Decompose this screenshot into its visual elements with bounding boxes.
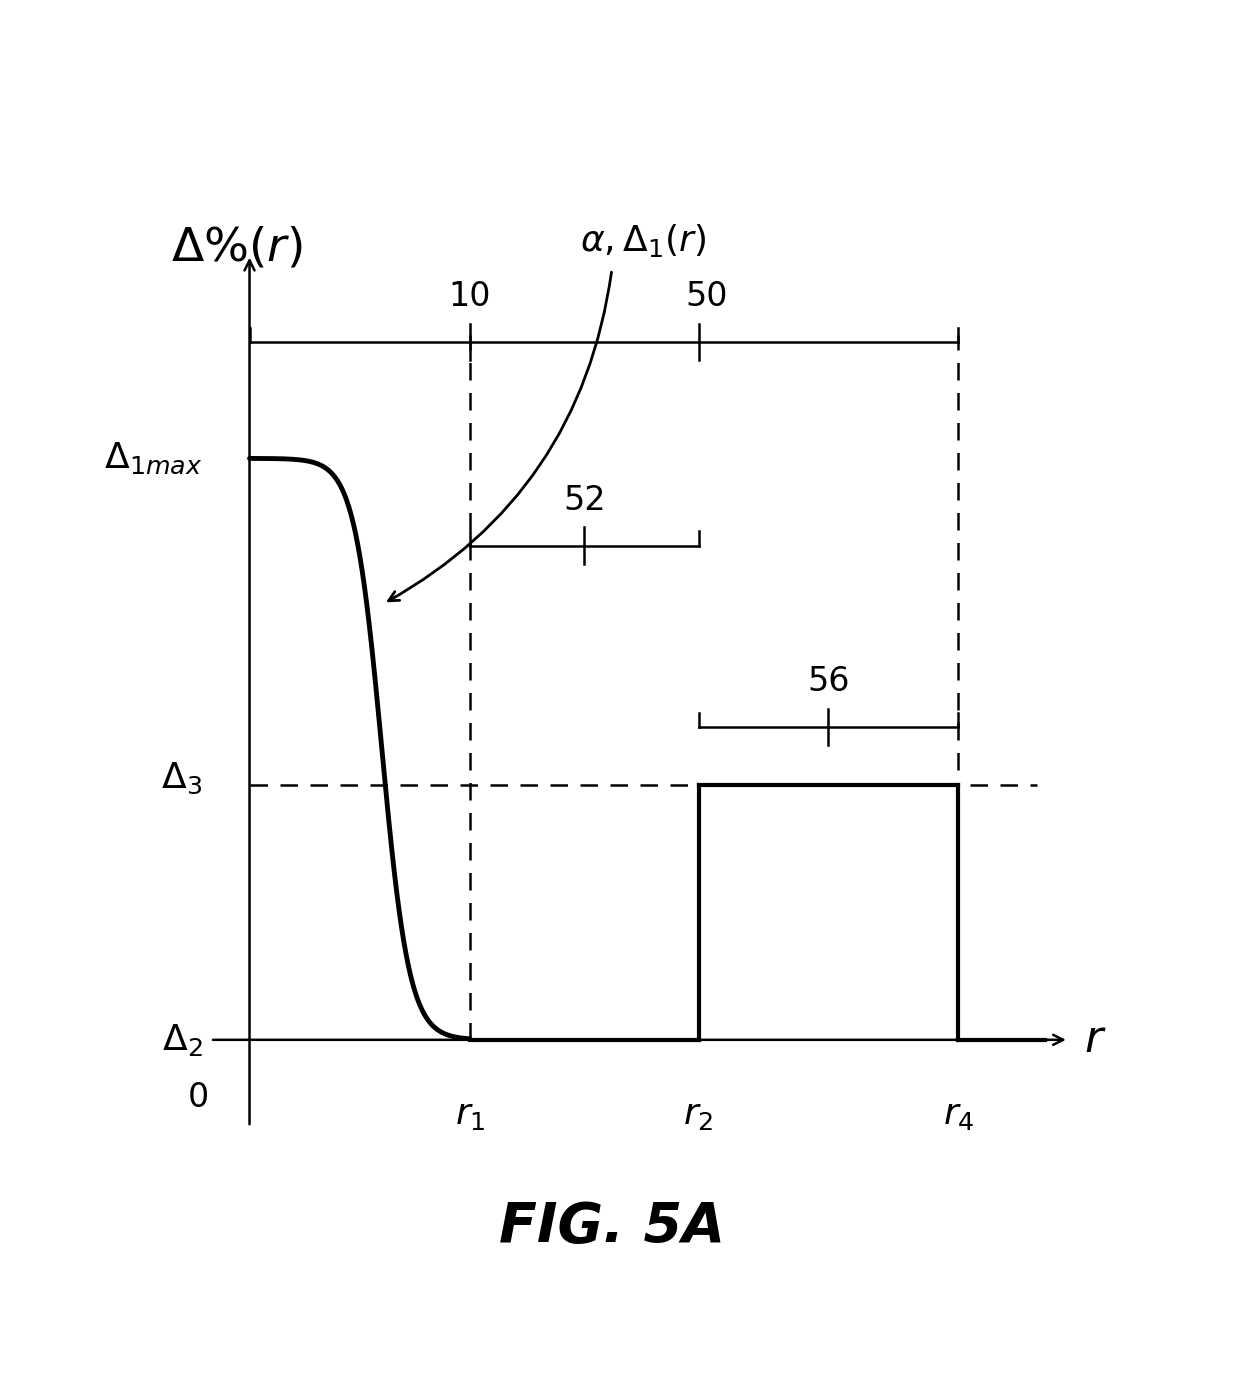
Text: 10: 10 xyxy=(449,279,491,313)
Text: $r_2$: $r_2$ xyxy=(683,1098,714,1132)
Text: $\Delta\%(r)$: $\Delta\%(r)$ xyxy=(171,226,303,271)
Text: $\Delta_3$: $\Delta_3$ xyxy=(161,760,202,796)
Text: 56: 56 xyxy=(807,665,849,698)
Text: $\alpha, \Delta_1(r)$: $\alpha, \Delta_1(r)$ xyxy=(580,222,707,258)
Text: $r_1$: $r_1$ xyxy=(455,1098,485,1132)
Text: FIG. 5A: FIG. 5A xyxy=(498,1200,725,1253)
Text: 52: 52 xyxy=(563,483,605,517)
Text: $\Delta_2$: $\Delta_2$ xyxy=(161,1021,202,1058)
Text: 50: 50 xyxy=(686,279,728,313)
Text: $r$: $r$ xyxy=(1085,1018,1107,1062)
Text: $\Delta_{1max}$: $\Delta_{1max}$ xyxy=(104,440,202,476)
Text: $r_4$: $r_4$ xyxy=(942,1098,975,1132)
Text: 0: 0 xyxy=(187,1081,210,1115)
